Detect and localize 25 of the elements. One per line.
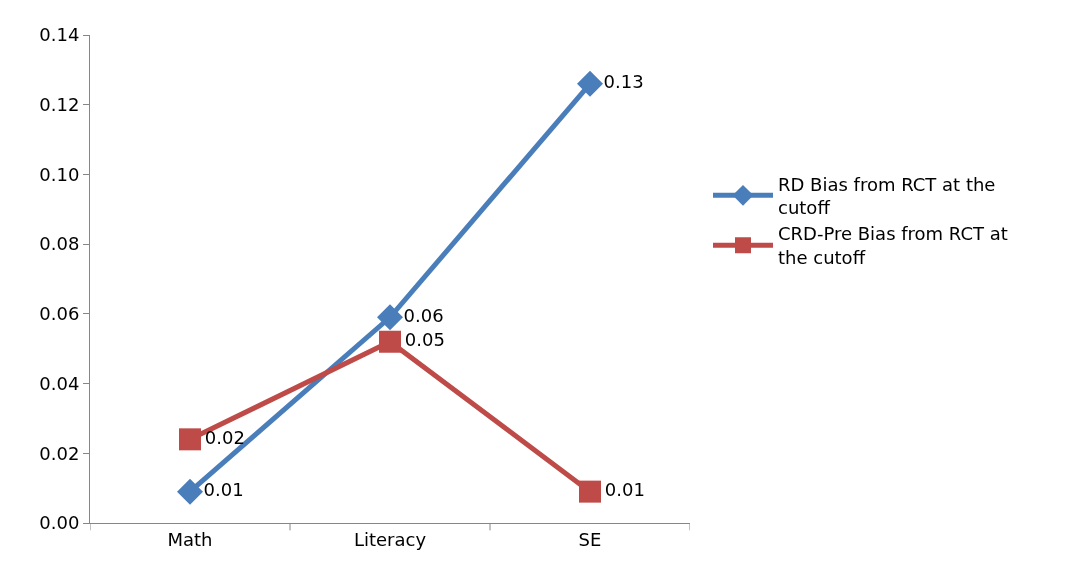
point xyxy=(579,480,601,503)
point xyxy=(177,478,203,505)
point xyxy=(379,330,401,353)
y-tick-label: 0.10 xyxy=(39,163,80,185)
data-label: 0.06 xyxy=(403,304,444,326)
y-tick-label: 0.06 xyxy=(39,303,80,325)
y-tick-label: 0.12 xyxy=(39,94,80,116)
y-tick-label: 0.08 xyxy=(39,233,80,255)
point xyxy=(377,304,403,331)
x-tick-label: Literacy xyxy=(353,528,427,550)
data-label: 0.05 xyxy=(404,329,445,351)
legend-label: RD Bias from RCT at the cutoff xyxy=(778,173,996,219)
y-tick-label: 0.14 xyxy=(39,24,80,46)
data-label: 0.13 xyxy=(603,71,644,93)
y-tick-label: 0.04 xyxy=(39,372,80,394)
y-tick-label: 0.00 xyxy=(39,512,80,534)
x-tick-label: SE xyxy=(578,528,602,550)
point xyxy=(179,428,201,451)
data-label: 0.01 xyxy=(203,479,244,501)
point xyxy=(577,70,603,97)
legend-label: CRD-Pre Bias from RCT at the cutoff xyxy=(778,223,1008,268)
data-label: 0.02 xyxy=(204,426,245,448)
y-tick-label: 0.02 xyxy=(39,442,80,464)
data-label: 0.01 xyxy=(604,479,645,501)
x-tick-label: Math xyxy=(167,528,213,550)
